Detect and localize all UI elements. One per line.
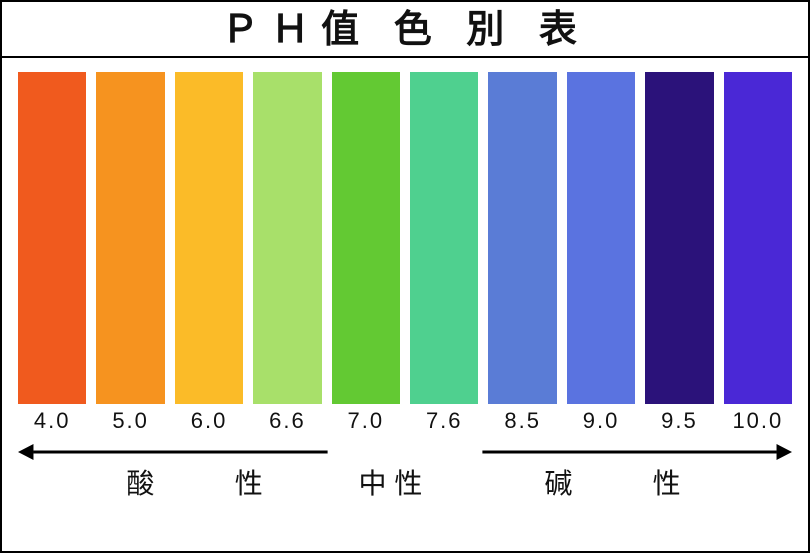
bar-col: 6.0 (175, 72, 243, 432)
color-swatch (253, 72, 321, 404)
category-label: 性 (235, 466, 263, 502)
ph-value-label: 10.0 (732, 410, 783, 432)
category-label: 碱 (544, 466, 572, 502)
bar-col: 9.5 (645, 72, 713, 432)
ph-value-label: 6.0 (191, 410, 228, 432)
color-swatch (724, 72, 792, 404)
color-swatch (645, 72, 713, 404)
color-bars: 4.0 5.0 6.0 6.6 7.0 7.6 8.5 9.0 9.5 10.0 (18, 72, 792, 432)
ph-value-label: 9.5 (661, 410, 698, 432)
range-arrows (18, 440, 792, 464)
category-labels: 酸性中 性碱性 (18, 466, 792, 506)
chart-body: 4.0 5.0 6.0 6.6 7.0 7.6 8.5 9.0 9.5 10.0 酸 性 中 性 碱 性 (2, 58, 808, 551)
color-swatch (410, 72, 478, 404)
ph-value-label: 6.6 (269, 410, 306, 432)
bar-col: 6.6 (253, 72, 321, 432)
bar-col: 4.0 (18, 72, 86, 432)
color-swatch (96, 72, 164, 404)
category-label: 中 性 (359, 466, 423, 502)
ph-value-label: 8.5 (504, 410, 541, 432)
color-swatch (332, 72, 400, 404)
bar-col: 7.6 (410, 72, 478, 432)
arrows-svg (18, 440, 792, 464)
chart-title: ＰＨ值 色 別 表 (221, 2, 589, 58)
title-row: ＰＨ值 色 別 表 (2, 2, 808, 58)
color-swatch (488, 72, 556, 404)
category-label: 酸 (126, 466, 154, 502)
ph-value-label: 9.0 (583, 410, 620, 432)
color-swatch (18, 72, 86, 404)
ph-value-label: 7.0 (348, 410, 385, 432)
ph-value-label: 7.6 (426, 410, 463, 432)
ph-chart-container: ＰＨ值 色 別 表 4.0 5.0 6.0 6.6 7.0 7.6 8.5 9.0 9.5 10.… (0, 0, 810, 553)
bar-col: 8.5 (488, 72, 556, 432)
color-swatch (175, 72, 243, 404)
color-swatch (567, 72, 635, 404)
bar-col: 7.0 (332, 72, 400, 432)
bar-col: 5.0 (96, 72, 164, 432)
bar-col: 9.0 (567, 72, 635, 432)
ph-value-label: 4.0 (34, 410, 71, 432)
ph-value-label: 5.0 (112, 410, 149, 432)
category-label: 性 (653, 466, 681, 502)
bar-col: 10.0 (724, 72, 792, 432)
